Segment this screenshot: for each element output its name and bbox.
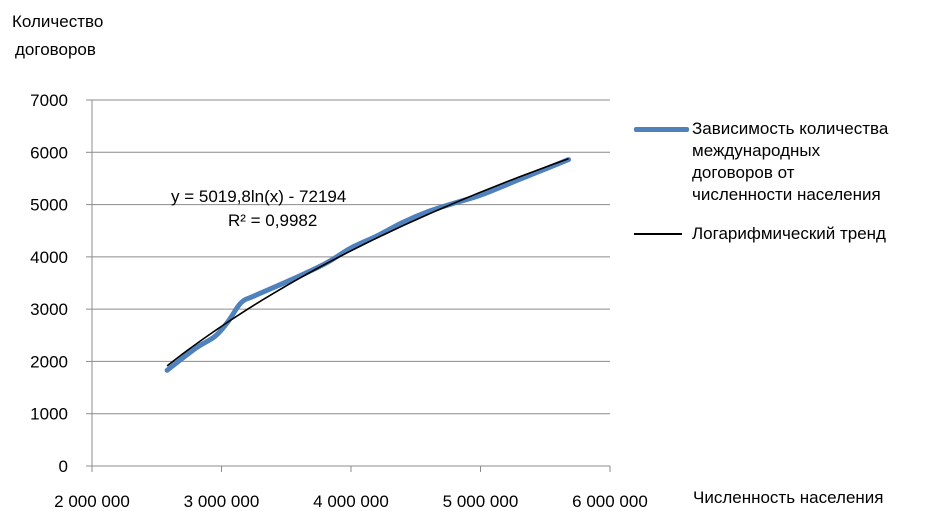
- y-axis-title-line-2: договоров: [15, 40, 96, 59]
- y-axis-title: Количество договоров: [12, 8, 103, 64]
- y-tick-label: 6000: [30, 143, 68, 162]
- x-tick-label: 4 000 000: [313, 492, 389, 511]
- x-tick-label: 5 000 000: [443, 492, 519, 511]
- legend-swatch-black: [634, 233, 682, 235]
- y-tick-label: 1000: [30, 405, 68, 424]
- legend-item-trend: Логарифмический тренд: [634, 223, 944, 245]
- legend: Зависимость количества международных дог…: [634, 118, 944, 245]
- x-axis-title: Численность населения: [693, 488, 884, 507]
- y-tick-label: 7000: [30, 91, 68, 110]
- y-axis-title-line-1: Количество: [12, 12, 104, 31]
- legend-label-line-4: численности населения: [692, 185, 881, 204]
- y-tick-label: 0: [59, 457, 68, 476]
- legend-label-trend: Логарифмический тренд: [692, 224, 886, 243]
- y-tick-label: 3000: [30, 300, 68, 319]
- data-series-line: [164, 157, 572, 373]
- y-tick-label: 5000: [30, 196, 68, 215]
- x-tick-label: 6 000 000: [572, 492, 648, 511]
- legend-label-line-2: международных: [692, 141, 821, 160]
- x-tick-label: 2 000 000: [54, 492, 130, 511]
- x-tick-labels: 2 000 000 3 000 000 4 000 000 5 000 000 6 00…: [54, 492, 648, 511]
- y-tick-label: 4000: [30, 248, 68, 267]
- trendline-r-squared: R² = 0,9982: [228, 211, 318, 230]
- x-tick-label: 3 000 000: [184, 492, 260, 511]
- trendline-equation: y = 5019,8ln(x) - 72194: [171, 187, 347, 206]
- legend-label-line-1: Зависимость количества: [692, 119, 889, 138]
- legend-item-data-series: Зависимость количества международных дог…: [634, 118, 944, 206]
- legend-label-line-3: договоров от: [692, 163, 795, 182]
- trendline: [166, 158, 569, 367]
- y-tick-label: 2000: [30, 352, 68, 371]
- legend-swatch-blue: [634, 127, 689, 132]
- y-tick-labels: 0 1000 2000 3000 4000 5000 6000 7000: [30, 91, 68, 476]
- axes: [86, 99, 611, 472]
- series-layer: [164, 157, 572, 373]
